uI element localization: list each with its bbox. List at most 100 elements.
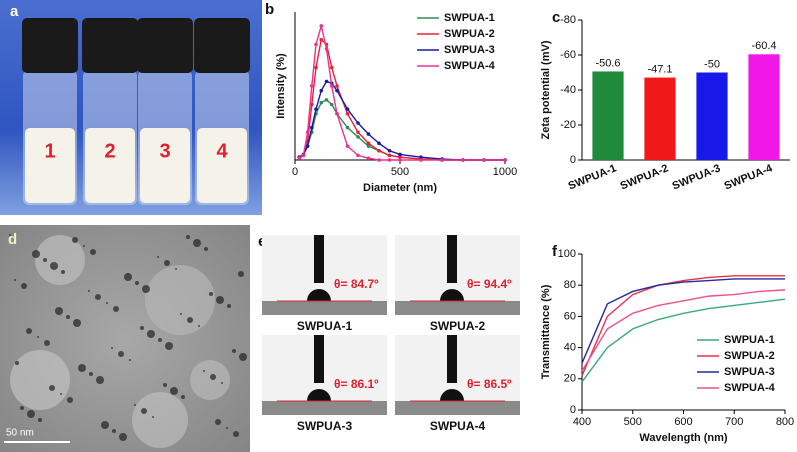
- data-point: [319, 100, 324, 105]
- data-point: [324, 79, 329, 84]
- series-line: [298, 25, 505, 161]
- particle: [26, 328, 32, 334]
- series-line: [298, 38, 505, 161]
- y-tick-label: -80: [560, 14, 576, 26]
- particle: [113, 306, 119, 312]
- substrate: [262, 401, 387, 415]
- vial-number: 3: [159, 140, 170, 162]
- data-point: [366, 132, 371, 136]
- y-tick-label: 80: [564, 279, 576, 291]
- particle: [96, 376, 104, 384]
- particle: [193, 239, 201, 247]
- bright-region: [132, 392, 188, 448]
- x-tick-label: 0: [292, 166, 298, 178]
- particle: [83, 245, 85, 247]
- vials: 1 2 3 4: [22, 18, 250, 205]
- y-tick-label: 0: [570, 154, 576, 166]
- particle: [44, 340, 50, 346]
- particle: [227, 304, 231, 308]
- y-tick-label: 20: [564, 373, 576, 385]
- particle: [142, 285, 150, 293]
- vial-number: 2: [104, 140, 115, 162]
- particle: [216, 296, 224, 304]
- x-tick-label: 600: [674, 416, 692, 428]
- contact-angle: θ= 86.5º: [467, 377, 512, 391]
- particle: [95, 294, 101, 300]
- x-tick-label: SWPUA-2: [619, 162, 671, 192]
- particle: [32, 250, 40, 258]
- particle: [15, 361, 19, 365]
- legend-label: SWPUA-3: [724, 366, 775, 378]
- bright-region: [10, 350, 70, 410]
- value-label: -50: [704, 58, 720, 70]
- data-point: [310, 125, 314, 130]
- series-line: [581, 278, 785, 364]
- particle: [72, 237, 78, 243]
- particle: [43, 258, 47, 262]
- particle: [198, 325, 200, 327]
- particle: [129, 359, 131, 361]
- particles: [9, 234, 247, 448]
- particle: [157, 256, 159, 258]
- data-point: [356, 135, 360, 139]
- particle: [238, 271, 244, 277]
- bright-region: [35, 235, 85, 285]
- x-tick-label: 800: [776, 416, 794, 428]
- y-tick-label: 100: [558, 248, 576, 260]
- data-point: [482, 158, 486, 162]
- particle: [9, 234, 11, 236]
- data-point: [387, 148, 392, 153]
- needle: [314, 335, 324, 383]
- particle: [158, 338, 162, 342]
- data-point: [366, 156, 371, 160]
- series-line: [581, 275, 785, 376]
- data-point: [310, 84, 314, 88]
- panel-label: c: [552, 9, 560, 26]
- data-point: [329, 84, 334, 88]
- particle: [124, 273, 132, 281]
- particle: [90, 249, 96, 255]
- sample-label: SWPUA-4: [430, 419, 486, 433]
- y-tick-label: -20: [560, 119, 576, 131]
- particle: [88, 290, 90, 292]
- particle: [165, 342, 173, 350]
- data-point: [398, 158, 402, 162]
- x-tick-label: 1000: [493, 166, 517, 178]
- vial-liquid: [140, 128, 190, 203]
- droplet: [440, 389, 464, 401]
- panel-label: f: [552, 243, 558, 260]
- series-line: [298, 99, 505, 161]
- sample-label: SWPUA-3: [297, 419, 353, 433]
- contact-angle: θ= 94.4º: [467, 277, 512, 291]
- particle: [140, 326, 144, 330]
- x-tick-label: 400: [573, 416, 591, 428]
- particle: [73, 319, 81, 327]
- vial-cap: [82, 18, 138, 73]
- data-point: [314, 42, 318, 47]
- data-point: [329, 102, 334, 107]
- vial-cap: [194, 18, 250, 73]
- particle: [27, 410, 35, 418]
- data-point: [319, 24, 324, 28]
- particle: [67, 397, 73, 403]
- particle: [134, 404, 136, 406]
- vial-cap: [137, 18, 193, 73]
- panel-label: a: [10, 3, 19, 20]
- data-point: [324, 98, 329, 102]
- bright-region: [190, 360, 230, 400]
- needle: [447, 335, 457, 383]
- substrate: [395, 301, 520, 315]
- series-line: [581, 289, 786, 372]
- data-point: [345, 144, 350, 148]
- particle: [180, 313, 182, 315]
- x-tick-label: SWPUA-4: [723, 162, 775, 192]
- data-point: [398, 155, 402, 160]
- data-point: [356, 153, 360, 158]
- x-axis-title: Diameter (nm): [363, 182, 437, 194]
- value-label: -47.1: [647, 63, 672, 75]
- data-point: [366, 144, 371, 148]
- substrate: [395, 401, 520, 415]
- particle: [210, 374, 216, 380]
- particle: [181, 395, 185, 399]
- data-point: [377, 148, 381, 153]
